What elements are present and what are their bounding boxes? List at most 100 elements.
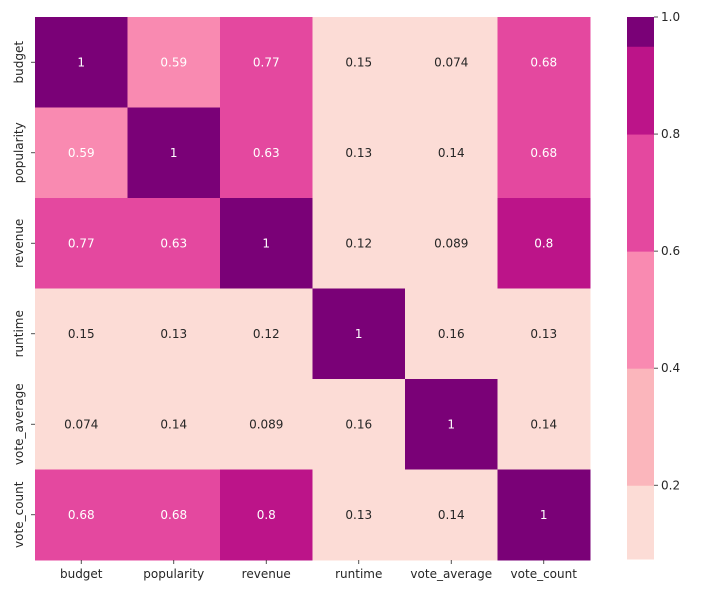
heatmap-cell <box>220 198 313 289</box>
colorbar-tick-label: 0.4 <box>661 361 680 375</box>
heatmap-cell <box>312 107 406 199</box>
heatmap-cell <box>220 379 313 470</box>
heatmap-cell <box>35 17 128 108</box>
heatmap-cell <box>312 288 406 380</box>
cell-value-label: 0.59 <box>68 146 95 160</box>
heatmap-cell <box>127 107 221 199</box>
cell-value-label: 0.14 <box>438 508 465 522</box>
colorbar-tick-label: 0.8 <box>661 127 680 141</box>
x-tick-label: vote_count <box>511 567 578 581</box>
heatmap-cell <box>497 198 591 289</box>
heatmap-cells: 1 0.59 0.77 0.15 0.074 0.68 0.59 1 0.63 0.13 0.14 0… <box>35 17 591 561</box>
cell-value-label: 0.074 <box>434 55 468 69</box>
y-tick-label: runtime <box>12 310 26 357</box>
cell-value-label: 0.77 <box>68 236 95 250</box>
colorbar-segment <box>627 46 654 135</box>
cell-value-label: 1 <box>170 146 178 160</box>
cell-value-label: 1 <box>447 417 455 431</box>
colorbar-segment <box>627 17 654 47</box>
cell-value-label: 0.13 <box>345 508 372 522</box>
cell-value-label: 0.074 <box>64 417 98 431</box>
colorbar-segment <box>627 134 654 252</box>
y-tick-label: revenue <box>12 219 26 268</box>
y-tick-label: vote_average <box>12 383 26 465</box>
heatmap-cell <box>127 379 221 470</box>
heatmap-cell <box>220 107 313 199</box>
heatmap-cell <box>35 469 128 561</box>
cell-value-label: 0.14 <box>160 417 187 431</box>
heatmap-cell <box>35 107 128 199</box>
heatmap-cell <box>127 198 221 289</box>
heatmap-cell <box>497 469 591 561</box>
cell-value-label: 0.13 <box>345 146 372 160</box>
heatmap-cell <box>127 17 221 108</box>
heatmap-cell <box>405 379 498 470</box>
heatmap-cell <box>312 379 406 470</box>
heatmap-cell <box>35 198 128 289</box>
colorbar-tick-label: 0.2 <box>661 478 680 492</box>
cell-value-label: 0.63 <box>253 146 280 160</box>
cell-value-label: 1 <box>540 508 548 522</box>
x-tick-label: vote_average <box>410 567 492 581</box>
colorbar-tick-label: 0.6 <box>661 244 680 258</box>
cell-value-label: 0.68 <box>530 55 557 69</box>
cell-value-label: 0.16 <box>345 417 372 431</box>
cell-value-label: 0.089 <box>434 236 468 250</box>
heatmap-cell <box>497 288 591 380</box>
heatmap-cell <box>127 469 221 561</box>
x-axis: budget popularity revenue runtime vote_avera… <box>60 560 577 581</box>
cell-value-label: 1 <box>262 236 270 250</box>
cell-value-label: 1 <box>77 55 85 69</box>
x-tick-label: popularity <box>143 567 204 581</box>
y-axis: budget popularity revenue runtime vote_avera… <box>12 41 35 548</box>
cell-value-label: 0.089 <box>249 417 283 431</box>
heatmap-cell <box>497 107 591 199</box>
colorbar: 0.2 0.4 0.6 0.8 1.0 <box>627 10 680 560</box>
cell-value-label: 0.77 <box>253 55 280 69</box>
cell-value-label: 0.8 <box>257 508 276 522</box>
cell-value-label: 0.63 <box>160 236 187 250</box>
heatmap-cell <box>312 17 406 108</box>
cell-value-label: 0.16 <box>438 327 465 341</box>
y-tick-label: budget <box>12 41 26 84</box>
heatmap-cell <box>405 198 498 289</box>
heatmap-cell <box>220 469 313 561</box>
cell-value-label: 0.13 <box>160 327 187 341</box>
cell-value-label: 1 <box>355 327 363 341</box>
heatmap-cell <box>127 288 221 380</box>
y-tick-label: popularity <box>12 122 26 183</box>
colorbar-segment <box>627 251 654 369</box>
cell-value-label: 0.14 <box>438 146 465 160</box>
heatmap-cell <box>405 17 498 108</box>
x-tick-label: budget <box>60 567 103 581</box>
heatmap-cell <box>405 288 498 380</box>
heatmap-cell <box>35 288 128 380</box>
cell-value-label: 0.59 <box>160 55 187 69</box>
cell-value-label: 0.15 <box>345 55 372 69</box>
heatmap-cell <box>312 198 406 289</box>
cell-value-label: 0.12 <box>253 327 280 341</box>
cell-value-label: 0.15 <box>68 327 95 341</box>
x-tick-label: revenue <box>242 567 291 581</box>
heatmap-cell <box>405 469 498 561</box>
colorbar-segment <box>627 485 654 560</box>
x-tick-label: runtime <box>335 567 382 581</box>
heatmap-cell <box>220 288 313 380</box>
cell-value-label: 0.12 <box>345 236 372 250</box>
cell-value-label: 0.8 <box>534 236 553 250</box>
cell-value-label: 0.14 <box>530 417 557 431</box>
cell-value-label: 0.13 <box>530 327 557 341</box>
heatmap-cell <box>497 379 591 470</box>
heatmap-cell <box>35 379 128 470</box>
y-tick-label: vote_count <box>12 481 26 548</box>
cell-value-label: 0.68 <box>68 508 95 522</box>
heatmap-cell <box>220 17 313 108</box>
heatmap-cell <box>405 107 498 199</box>
heatmap-cell <box>497 17 591 108</box>
cell-value-label: 0.68 <box>530 146 557 160</box>
cell-value-label: 0.68 <box>160 508 187 522</box>
colorbar-tick-label: 1.0 <box>661 10 680 24</box>
heatmap-cell <box>312 469 406 561</box>
